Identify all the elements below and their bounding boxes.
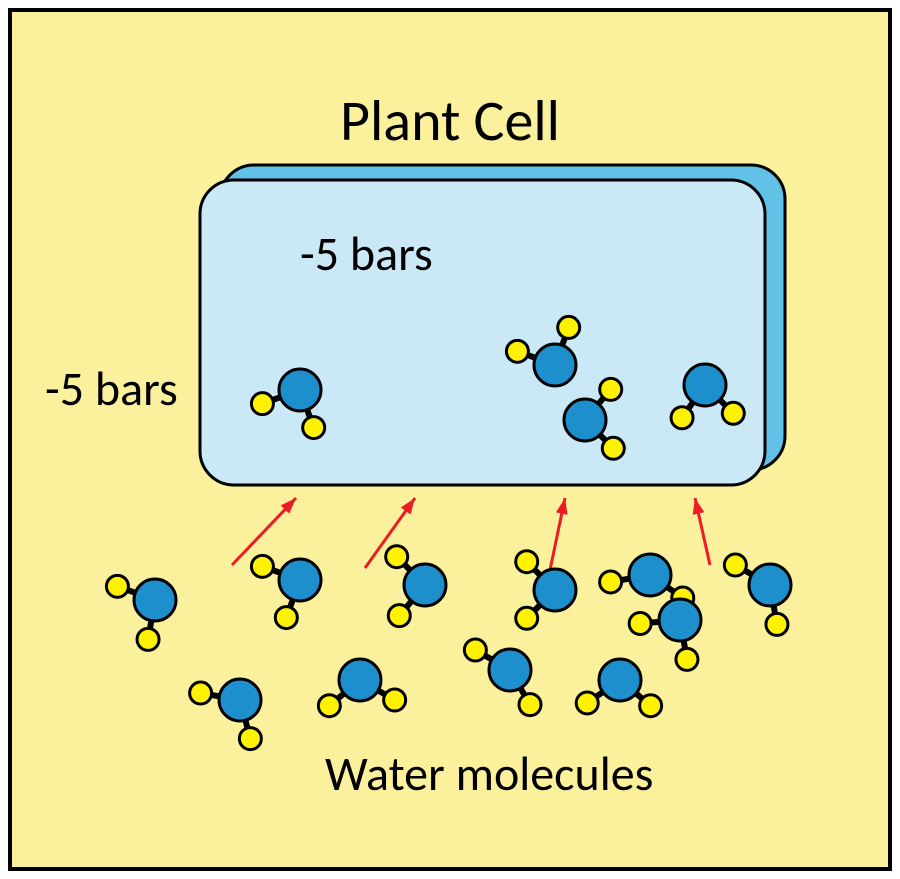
hydrogen-atom <box>137 628 159 650</box>
oxygen-atom <box>599 659 641 701</box>
hydrogen-atom <box>671 407 693 429</box>
oxygen-atom <box>534 569 576 611</box>
oxygen-atom <box>219 679 261 721</box>
hydrogen-atom <box>384 689 406 711</box>
hydrogen-atom <box>600 378 622 400</box>
oxygen-atom <box>564 399 606 441</box>
oxygen-atom <box>339 659 381 701</box>
hydrogen-atom <box>576 692 598 714</box>
hydrogen-atom <box>629 612 651 634</box>
hydrogen-atom <box>600 571 622 593</box>
plant-cell-front <box>200 180 765 485</box>
hydrogen-atom <box>275 607 297 629</box>
hydrogen-atom <box>239 728 261 750</box>
hydrogen-atom <box>558 316 580 338</box>
oxygen-atom <box>279 369 321 411</box>
hydrogen-atom <box>766 613 788 635</box>
hydrogen-atom <box>506 340 528 362</box>
hydrogen-atom <box>516 551 538 573</box>
hydrogen-atom <box>519 694 541 716</box>
hydrogen-atom <box>303 417 325 439</box>
hydrogen-atom <box>251 393 273 415</box>
label-outside-pressure: -5 bars <box>45 359 178 418</box>
hydrogen-atom <box>464 639 486 661</box>
hydrogen-atom <box>386 546 408 568</box>
diagram-title: Plant Cell <box>340 85 560 156</box>
hydrogen-atom <box>388 605 410 627</box>
hydrogen-atom <box>190 682 212 704</box>
hydrogen-atom <box>251 555 273 577</box>
hydrogen-atom <box>106 575 128 597</box>
hydrogen-atom <box>602 437 624 459</box>
plant-cell-diagram: Plant Cell -5 bars -5 bars Water molecules <box>0 0 900 879</box>
oxygen-atom <box>134 579 176 621</box>
oxygen-atom <box>684 364 726 406</box>
hydrogen-atom <box>722 402 744 424</box>
oxygen-atom <box>279 559 321 601</box>
hydrogen-atom <box>318 695 340 717</box>
oxygen-atom <box>749 564 791 606</box>
hydrogen-atom <box>516 607 538 629</box>
hydrogen-atom <box>676 648 698 670</box>
hydrogen-atom <box>724 554 746 576</box>
label-water-molecules: Water molecules <box>325 744 653 803</box>
hydrogen-atom <box>640 695 662 717</box>
oxygen-atom <box>404 564 446 606</box>
oxygen-atom <box>534 344 576 386</box>
label-inside-pressure: -5 bars <box>300 224 433 283</box>
oxygen-atom <box>629 554 671 596</box>
oxygen-atom <box>489 649 531 691</box>
oxygen-atom <box>659 599 701 641</box>
